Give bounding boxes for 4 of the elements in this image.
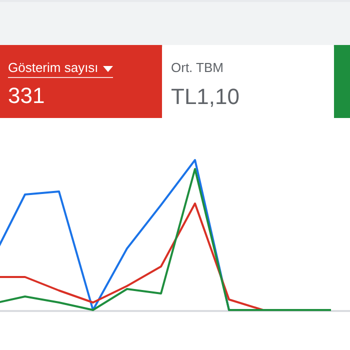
text: TL1,10: [171, 84, 240, 110]
text: Gösterim sayısı: [8, 60, 114, 78]
text: Ort. TBM: [171, 60, 224, 77]
text: 331: [8, 83, 46, 109]
